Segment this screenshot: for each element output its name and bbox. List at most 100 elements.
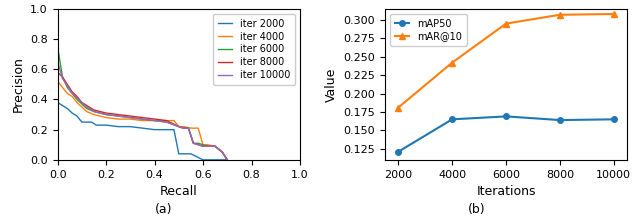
iter 8000 [199,145,207,148]
iter 4000 [180,125,188,128]
iter 10000 [115,115,122,117]
iter 4000 [223,159,231,161]
mAP50 [556,119,564,121]
iter 4000 [211,145,219,148]
iter 6000 [78,103,86,105]
iter 8000 [115,113,122,116]
Y-axis label: Value: Value [324,67,338,101]
iter 8000 [102,112,110,114]
Text: (a): (a) [154,203,172,216]
iter 8000 [68,91,76,93]
iter 2000 [88,121,95,123]
iter 8000 [63,83,71,86]
iter 8000 [211,145,219,148]
iter 2000 [127,125,134,128]
Line: mAR@10: mAR@10 [395,11,617,111]
iter 6000 [54,45,61,48]
iter 8000 [163,119,170,122]
iter 2000 [102,124,110,127]
iter 6000 [219,151,227,154]
mAP50 [502,115,510,118]
iter 10000 [68,92,76,95]
iter 2000 [223,159,231,161]
iter 10000 [83,106,90,108]
iter 2000 [163,128,170,131]
iter 4000 [68,95,76,98]
iter 2000 [139,127,147,129]
iter 2000 [54,101,61,104]
iter 4000 [102,116,110,119]
iter 4000 [59,86,67,89]
iter 8000 [189,142,197,145]
iter 6000 [163,121,170,123]
iter 10000 [219,151,227,154]
mAP50 [448,118,456,121]
iter 8000 [175,125,182,128]
iter 6000 [204,145,212,148]
iter 4000 [187,127,195,129]
X-axis label: Recall: Recall [160,185,198,198]
iter 4000 [163,119,170,122]
iter 10000 [90,110,98,113]
iter 2000 [68,112,76,114]
iter 4000 [63,92,71,95]
iter 2000 [211,159,219,161]
iter 8000 [195,143,202,146]
iter 2000 [97,124,105,127]
iter 10000 [163,121,170,123]
iter 4000 [78,106,86,108]
iter 10000 [63,85,71,87]
iter 4000 [219,151,227,154]
iter 6000 [68,92,76,95]
iter 6000 [223,159,231,161]
iter 4000 [54,80,61,83]
mAR@10 [394,106,402,109]
iter 10000 [180,127,188,129]
iter 2000 [187,153,195,155]
mAP50 [610,118,618,121]
iter 10000 [127,116,134,119]
Line: iter 2000: iter 2000 [58,103,227,160]
iter 4000 [175,125,182,128]
iter 10000 [199,145,207,148]
iter 4000 [127,118,134,120]
mAP50 [394,151,402,153]
iter 4000 [199,143,207,146]
iter 8000 [150,118,158,120]
iter 4000 [195,127,202,129]
iter 6000 [73,98,81,101]
iter 4000 [90,113,98,116]
iter 6000 [127,116,134,119]
Legend: mAP50, mAR@10: mAP50, mAR@10 [390,14,467,46]
iter 2000 [150,128,158,131]
iter 4000 [115,118,122,120]
mAR@10 [502,22,510,25]
mAR@10 [556,14,564,16]
iter 8000 [127,115,134,117]
iter 2000 [115,125,122,128]
iter 6000 [150,119,158,122]
iter 2000 [63,107,71,110]
iter 2000 [175,153,182,155]
iter 2000 [83,121,90,123]
iter 4000 [73,101,81,104]
iter 10000 [54,60,61,63]
iter 2000 [93,124,100,127]
iter 6000 [185,127,193,129]
iter 8000 [185,127,193,129]
Text: (b): (b) [468,203,486,216]
iter 6000 [83,107,90,110]
iter 10000 [78,101,86,104]
iter 10000 [189,142,197,145]
iter 10000 [185,127,193,129]
iter 10000 [102,113,110,116]
iter 2000 [170,128,178,131]
mAR@10 [448,61,456,64]
iter 8000 [54,71,61,74]
iter 10000 [59,77,67,80]
iter 6000 [90,110,98,113]
X-axis label: Iterations: Iterations [476,185,536,198]
iter 4000 [83,110,90,113]
iter 6000 [63,86,71,89]
iter 6000 [195,142,202,145]
